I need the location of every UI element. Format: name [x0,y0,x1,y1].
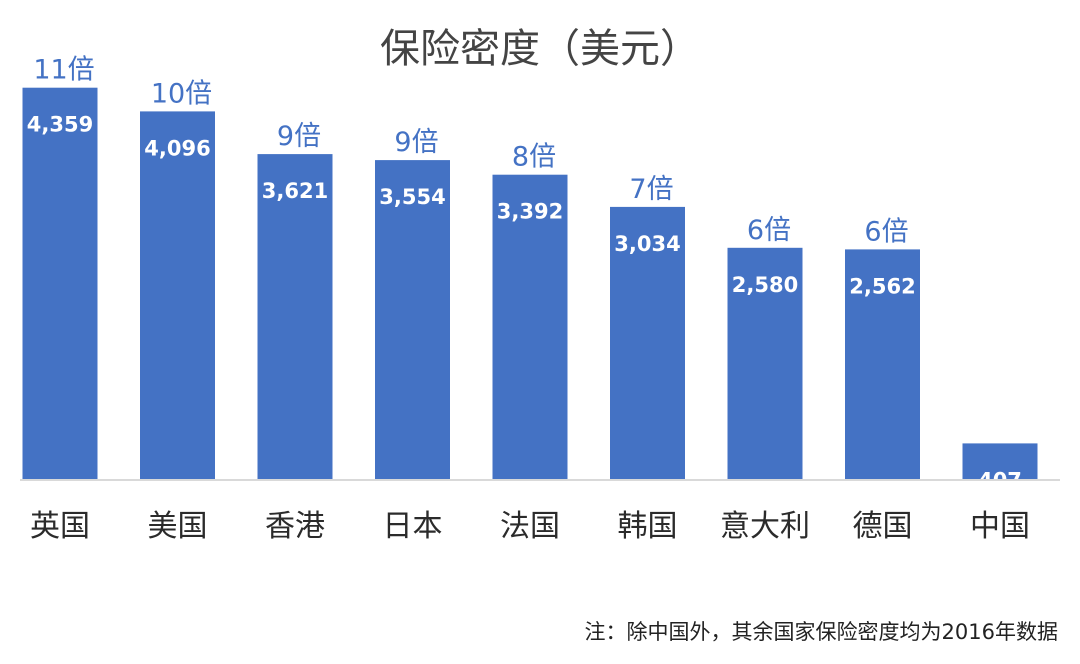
category-label: 韩国 [618,509,678,544]
bar-8 [962,443,1038,480]
bar-0 [22,87,98,480]
category-label: 德国 [853,509,913,544]
bar-5 [610,206,685,480]
bar-7 [845,249,920,480]
bar-value-label: 4,096 [144,136,210,160]
bar-value-label: 3,621 [262,179,328,203]
bar-value-label: 4,359 [27,113,93,137]
category-label: 中国 [970,509,1030,544]
bar-value-label: 2,580 [732,273,798,297]
category-label: 法国 [500,509,560,544]
bar-3 [375,160,450,480]
category-label: 美国 [148,509,208,544]
footnote: 注：除中国外，其余国家保险密度均为2016年数据 [585,620,1058,644]
bar-6 [727,247,803,480]
bar-multiple-label: 6倍 [747,215,791,246]
category-label: 香港 [265,509,325,544]
bar-4 [492,174,568,480]
chart-title: 保险密度（美元） [380,26,700,72]
category-label: 英国 [30,509,90,544]
bar-value-label: 3,392 [497,200,563,224]
bar-multiple-label: 6倍 [864,216,908,247]
bar-1 [140,111,215,481]
bar-multiple-label: 8倍 [512,142,556,173]
category-label: 意大利 [720,509,810,544]
bar-multiple-label: 7倍 [629,174,673,205]
bar-multiple-label: 9倍 [277,121,321,152]
bar-2 [257,154,333,480]
bar-value-label: 3,034 [614,232,680,256]
bar-multiple-label: 10倍 [151,78,212,109]
bar-value-label: 2,562 [849,274,915,298]
category-label: 日本 [383,509,443,544]
bar-value-label: 3,554 [379,185,445,209]
bar-multiple-label: 9倍 [394,127,438,158]
bar-multiple-label: 11倍 [33,55,94,86]
